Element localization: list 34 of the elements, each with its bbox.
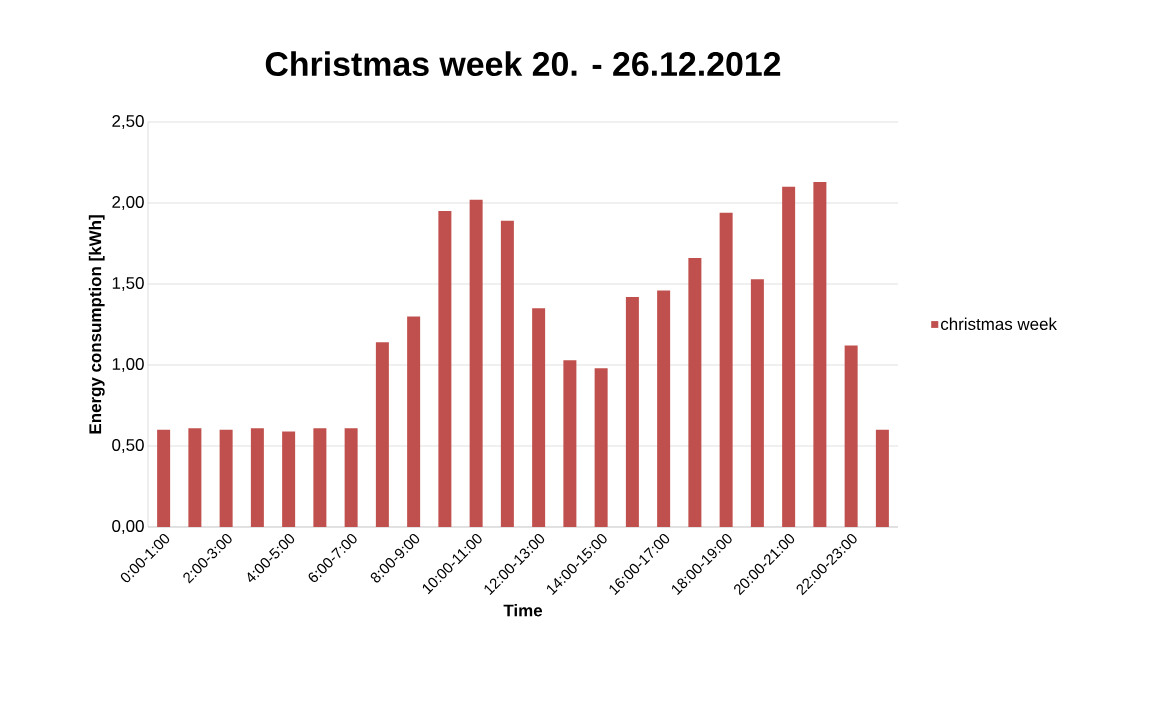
y-tick-label: 0,00 bbox=[112, 520, 144, 534]
bar bbox=[250, 428, 264, 527]
y-tick-label: 1,00 bbox=[112, 358, 144, 372]
y-axis-title: Energy consumption [kWh] bbox=[88, 215, 105, 434]
bar bbox=[657, 290, 671, 527]
bar bbox=[188, 428, 202, 527]
y-tick-label: 2,50 bbox=[112, 115, 144, 129]
bar bbox=[157, 429, 171, 527]
chart-title: Christmas week 20. - 26.12.2012 bbox=[265, 51, 781, 77]
bar bbox=[532, 308, 546, 527]
bar bbox=[344, 428, 358, 527]
bar bbox=[219, 429, 233, 527]
y-tick-label: 1,50 bbox=[112, 277, 144, 291]
legend-label: christmas week bbox=[940, 317, 1057, 331]
bar bbox=[407, 316, 421, 527]
bar bbox=[688, 258, 702, 527]
bar bbox=[750, 279, 764, 527]
bar bbox=[844, 345, 858, 527]
bar bbox=[875, 429, 889, 527]
bar bbox=[500, 220, 514, 527]
x-axis-title: Time bbox=[503, 604, 543, 617]
y-tick-label: 2,00 bbox=[112, 196, 144, 210]
bar bbox=[563, 360, 577, 527]
bar bbox=[813, 181, 827, 527]
bar bbox=[438, 211, 452, 527]
bar bbox=[313, 428, 327, 527]
bar bbox=[625, 296, 639, 527]
y-tick-label: 0,50 bbox=[112, 439, 144, 453]
bar bbox=[282, 431, 296, 527]
bar bbox=[375, 342, 389, 527]
bar bbox=[594, 368, 608, 527]
bar bbox=[469, 199, 483, 527]
bar bbox=[719, 212, 733, 527]
bar bbox=[782, 186, 796, 527]
